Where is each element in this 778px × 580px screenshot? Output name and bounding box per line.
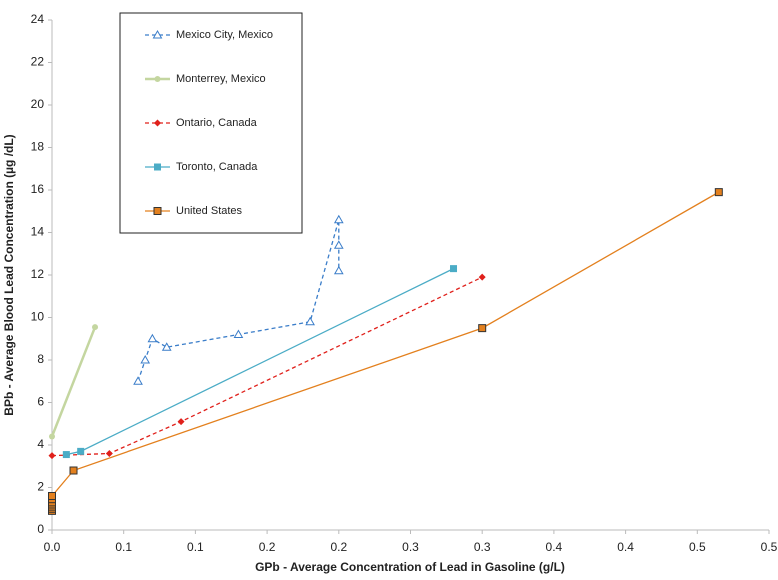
data-point [62, 451, 70, 459]
data-point [333, 240, 344, 249]
legend-label: United States [176, 205, 243, 217]
legend-marker [153, 207, 162, 215]
series-line [50, 326, 97, 437]
x-tick-label: 0.1 [187, 540, 204, 554]
data-point [133, 376, 143, 385]
data-point [333, 265, 344, 275]
y-tick-label: 12 [31, 267, 45, 281]
data-point [69, 466, 78, 475]
y-tick-label: 10 [31, 310, 45, 324]
data-point [77, 447, 85, 455]
y-tick-label: 24 [31, 12, 45, 26]
x-tick-label: 0.5 [689, 540, 706, 554]
data-point [48, 492, 56, 500]
data-point [305, 316, 315, 326]
y-tick-label: 20 [31, 97, 45, 111]
data-point [478, 324, 487, 333]
x-tick-label: 0.0 [44, 540, 61, 554]
x-tick-label: 0.4 [546, 540, 563, 554]
legend-box [119, 12, 303, 234]
x-tick-label: 0.3 [474, 540, 491, 554]
series-line [51, 276, 483, 457]
y-tick-label: 4 [37, 437, 44, 451]
data-point [177, 418, 185, 426]
x-tick-label: 0.3 [402, 540, 419, 554]
x-tick-label: 0.2 [259, 540, 276, 554]
data-point [333, 214, 344, 224]
series-line [137, 219, 340, 382]
data-point [48, 452, 56, 460]
y-tick-label: 6 [37, 395, 44, 409]
data-point [478, 273, 486, 281]
y-tick-label: 16 [31, 182, 45, 196]
x-tick-label: 0.5 [761, 540, 778, 554]
x-tick-label: 0.4 [617, 540, 634, 554]
y-tick-label: 8 [37, 352, 44, 366]
data-point [161, 342, 172, 351]
legend-label: Monterrey, Mexico [176, 73, 266, 85]
data-point [92, 324, 99, 331]
data-point [450, 265, 458, 273]
x-tick-label: 0.1 [115, 540, 132, 554]
x-tick-label: 0.2 [330, 540, 347, 554]
y-axis-title: BPb - Average Blood Lead Concentration (… [2, 134, 16, 415]
legend-label: Toronto, Canada [176, 161, 258, 173]
series-line [66, 268, 454, 456]
y-tick-label: 0 [37, 522, 44, 536]
y-tick-label: 18 [31, 140, 45, 154]
data-point [147, 333, 158, 343]
data-point [105, 450, 113, 457]
legend-marker [154, 119, 161, 127]
data-point [140, 354, 151, 364]
y-tick-label: 14 [31, 225, 45, 239]
legend-marker [152, 29, 163, 39]
data-point [714, 188, 723, 197]
legend-marker [154, 76, 161, 82]
y-tick-label: 22 [31, 55, 45, 69]
data-point [49, 433, 55, 440]
legend-marker [154, 163, 161, 171]
legend-label: Mexico City, Mexico [176, 29, 273, 41]
x-axis-title: GPb - Average Concentration of Lead in G… [255, 560, 565, 574]
series-line [51, 191, 720, 511]
y-tick-label: 2 [37, 480, 44, 494]
legend-label: Ontario, Canada [176, 117, 258, 129]
data-point [233, 329, 244, 338]
